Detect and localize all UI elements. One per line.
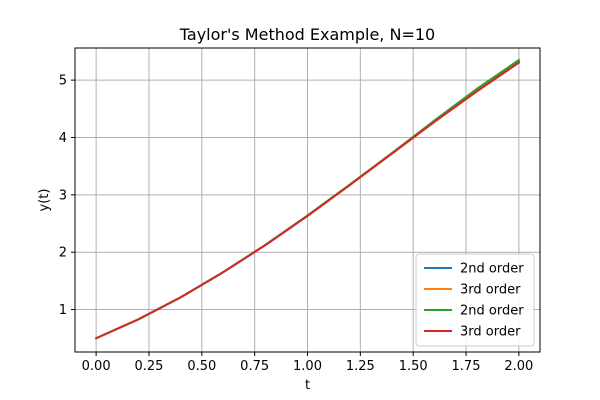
legend-label: 3rd order bbox=[460, 325, 521, 340]
series-line-4 bbox=[94, 61, 521, 340]
legend-box bbox=[415, 253, 535, 347]
y-tick-label: 3 bbox=[59, 188, 67, 203]
legend-label: 3rd order bbox=[460, 283, 521, 298]
x-tick-label: 1.75 bbox=[452, 359, 481, 374]
ticks: 0.00 0.25 0.50 0.75 1.00 1.25 1.50 1.75 2.00 1 2 3 4… bbox=[59, 74, 534, 374]
x-tick-label: 1.50 bbox=[399, 359, 428, 374]
legend-label: 2nd order bbox=[460, 304, 524, 319]
legend: 2nd order 3rd order 2nd order 3rd order bbox=[415, 253, 535, 347]
x-tick-label: 1.25 bbox=[346, 359, 375, 374]
x-tick-label: 0.50 bbox=[187, 359, 216, 374]
y-tick-label: 2 bbox=[59, 246, 67, 261]
x-tick-label: 0.75 bbox=[240, 359, 269, 374]
x-tick-label: 2.00 bbox=[504, 359, 533, 374]
series-layer bbox=[94, 58, 521, 340]
y-tick-label: 4 bbox=[59, 131, 67, 146]
y-axis-label: y(t) bbox=[37, 189, 52, 212]
x-axis-label: t bbox=[305, 378, 310, 393]
x-tick-label: 1.00 bbox=[293, 359, 322, 374]
legend-label: 2nd order bbox=[460, 262, 524, 277]
x-tick-label: 0.25 bbox=[135, 359, 164, 374]
y-tick-label: 1 bbox=[59, 303, 67, 318]
x-tick-label: 0.00 bbox=[82, 359, 111, 374]
chart-title: Taylor's Method Example, N=10 bbox=[179, 25, 435, 44]
y-tick-label: 5 bbox=[59, 74, 67, 89]
